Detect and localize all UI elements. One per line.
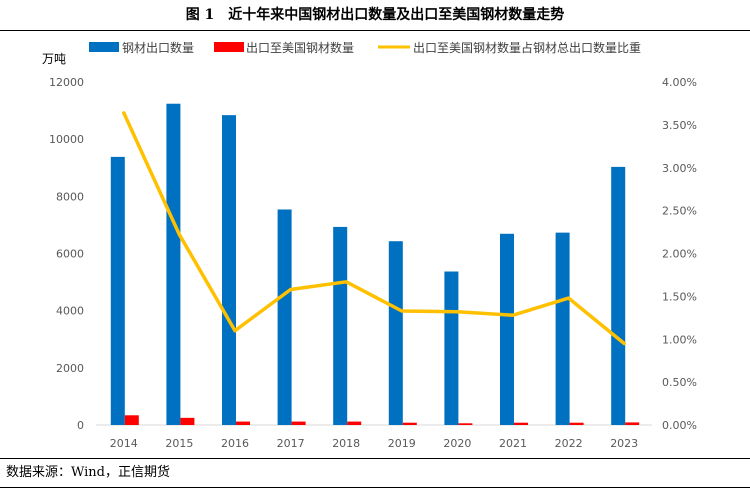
y-right-tick-label: 0.00% (662, 419, 697, 432)
y-axis-unit-label: 万吨 (42, 52, 66, 66)
legend-swatch-us (214, 42, 244, 52)
bar-us-2014 (124, 415, 139, 425)
y-right-tick-label: 2.50% (662, 205, 697, 218)
legend: 钢材出口数量 出口至美国钢材数量 出口至美国钢材数量占钢材总出口数量比重 (89, 40, 641, 55)
y-right-tick-label: 2.00% (662, 248, 697, 261)
y-left-tick-label: 10000 (49, 133, 84, 146)
bar-us-2017 (291, 421, 306, 425)
line-ratio (122, 111, 626, 346)
y-right-tick-label: 3.50% (662, 119, 697, 132)
bar-export-2022 (555, 232, 570, 425)
y-right-tick-label: 0.50% (662, 376, 697, 389)
x-tick-label: 2016 (221, 437, 249, 450)
x-tick-label: 2017 (277, 437, 305, 450)
x-tick-label: 2019 (388, 437, 416, 450)
x-tick-label: 2018 (332, 437, 360, 450)
bar-us-2018 (347, 421, 362, 425)
legend-label-export: 钢材出口数量 (122, 40, 194, 55)
bar-export-2017 (277, 209, 292, 425)
y-left-tick-label: 12000 (49, 76, 84, 89)
last-rule (0, 487, 750, 488)
source-note: 数据来源：Wind，正信期货 (6, 465, 170, 480)
y-right-tick-label: 3.00% (662, 162, 697, 175)
bar-us-2022 (569, 422, 584, 425)
legend-label-us: 出口至美国钢材数量 (246, 40, 354, 55)
y-left-tick-label: 2000 (56, 362, 84, 375)
bar-export-2018 (333, 226, 348, 425)
bar-us-2021 (514, 422, 528, 425)
legend-label-ratio: 出口至美国钢材数量占钢材总出口数量比重 (413, 40, 641, 55)
x-tick-label: 2022 (555, 437, 583, 450)
bar-export-2021 (500, 233, 514, 425)
y-right-tick-label: 1.50% (662, 290, 697, 303)
bar-us-2020 (458, 423, 473, 425)
bar-us-2015 (180, 417, 195, 425)
x-tick-label: 2020 (443, 437, 471, 450)
y-right-tick-label: 1.00% (662, 333, 697, 346)
chart-title: 图 1 近十年来中国钢材出口数量及出口至美国钢材数量走势 (185, 7, 565, 23)
bar-export-2015 (166, 103, 181, 426)
x-tick-label: 2023 (610, 437, 638, 450)
bar-us-2019 (402, 422, 417, 425)
bar-us-2023 (625, 422, 640, 425)
y-left-tick-label: 4000 (56, 305, 84, 318)
legend-swatch-export (89, 42, 119, 52)
y-left-tick-label: 6000 (56, 248, 84, 261)
plot-area: 0 2000 4000 6000 8000 10000 12000 0.00% 0.50% 1.0… (49, 76, 697, 450)
bar-export-2020 (444, 271, 459, 425)
y-left-tick-label: 8000 (56, 190, 84, 203)
bottom-rule (0, 458, 750, 459)
y-right-tick-label: 4.00% (662, 76, 697, 89)
x-tick-label: 2021 (499, 437, 527, 450)
x-tick-label: 2015 (165, 437, 193, 450)
y-left-tick-label: 0 (77, 419, 84, 432)
bar-export-2019 (388, 241, 403, 425)
bar-export-2016 (222, 115, 236, 425)
bar-export-2014 (110, 156, 125, 425)
x-tick-label: 2014 (110, 437, 138, 450)
bar-us-2016 (236, 421, 250, 425)
bar-export-2023 (611, 166, 626, 425)
top-rule (0, 30, 750, 31)
